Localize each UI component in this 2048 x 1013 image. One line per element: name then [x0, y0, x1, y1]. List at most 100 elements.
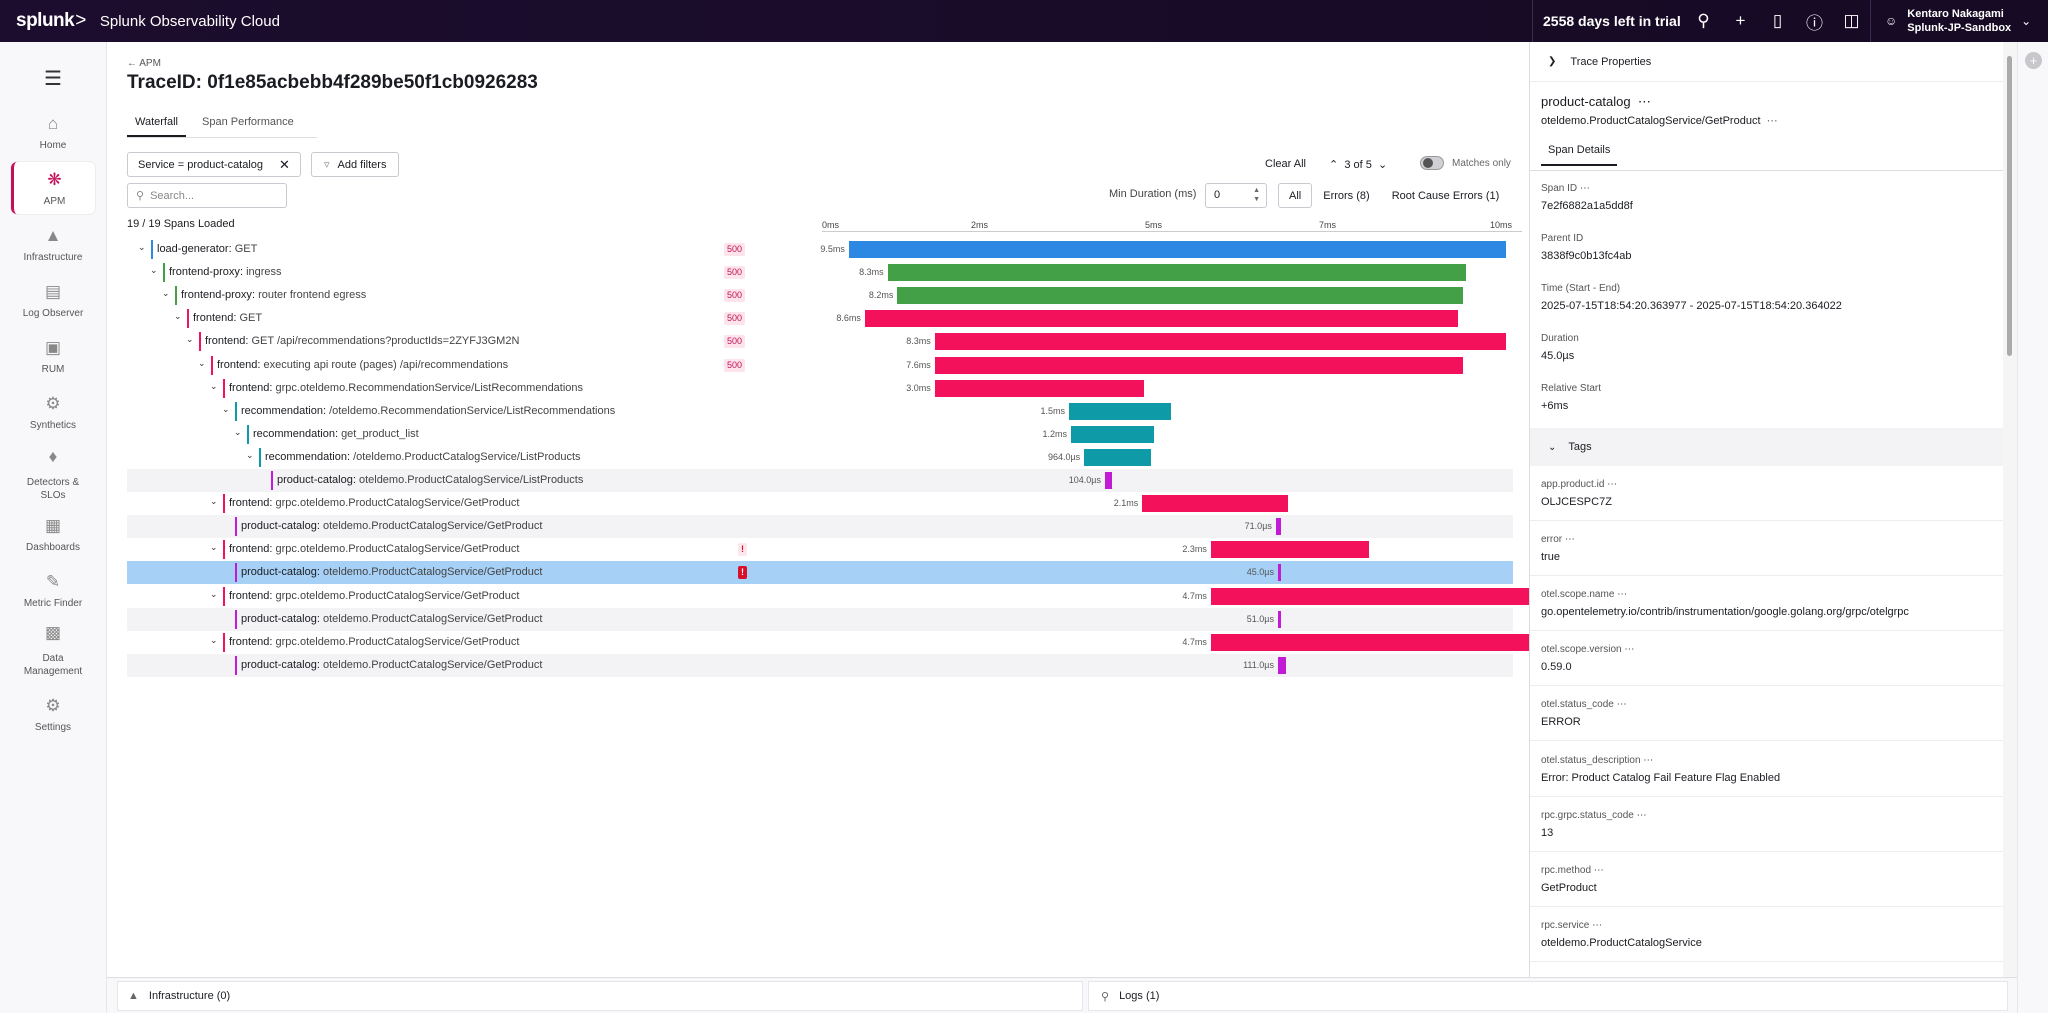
- span-bar[interactable]: [1210, 541, 1369, 558]
- more-icon[interactable]: ⋯: [1613, 699, 1627, 710]
- nav-log-observer[interactable]: ▤ Log Observer: [11, 278, 95, 326]
- segment-errors[interactable]: Errors (8): [1323, 189, 1370, 202]
- add-icon[interactable]: +: [2025, 52, 2042, 69]
- tab-waterfall[interactable]: Waterfall: [127, 110, 186, 137]
- span-bar[interactable]: [1068, 403, 1171, 420]
- chevron-down-icon[interactable]: ⌄: [222, 404, 230, 414]
- more-icon[interactable]: ⋯: [1637, 94, 1651, 109]
- chevron-down-icon[interactable]: ⌄: [174, 311, 182, 321]
- span-bar[interactable]: [864, 310, 1458, 327]
- chevron-down-icon[interactable]: ⌄: [246, 450, 254, 460]
- chevron-down-icon[interactable]: ⌄: [138, 242, 146, 252]
- logs-panel-button[interactable]: ⚲ Logs (1): [1088, 981, 2008, 1011]
- tab-span-performance[interactable]: Span Performance: [202, 116, 294, 128]
- splunk-logo[interactable]: splunk>: [16, 10, 86, 31]
- span-bar[interactable]: [934, 333, 1507, 350]
- span-row[interactable]: ⌄ frontend: GET 500 8.6ms: [127, 307, 1513, 330]
- scroll-thumb[interactable]: [2007, 56, 2012, 356]
- span-bar[interactable]: [1277, 564, 1282, 581]
- nav-infrastructure[interactable]: ▲ Infrastructure: [11, 222, 95, 270]
- match-navigator[interactable]: ⌃ 3 of 5 ⌄: [1329, 159, 1388, 171]
- span-bar[interactable]: [934, 380, 1145, 397]
- chevron-down-icon[interactable]: ⌄: [162, 288, 170, 298]
- span-bar[interactable]: [887, 264, 1467, 281]
- more-icon[interactable]: ⋯: [1614, 589, 1628, 600]
- chevron-down-icon[interactable]: ⌄: [210, 542, 218, 552]
- span-bar[interactable]: [848, 241, 1507, 258]
- panel-scrollbar[interactable]: [2003, 42, 2017, 977]
- chevron-up-icon[interactable]: ⌃: [1329, 159, 1339, 171]
- trace-properties-header[interactable]: ❯ Trace Properties: [1530, 42, 2003, 82]
- nav-settings[interactable]: ⚙ Settings: [11, 692, 95, 740]
- nav-home[interactable]: ⌂ Home: [11, 110, 95, 158]
- span-bar[interactable]: [1084, 449, 1151, 466]
- more-icon[interactable]: ⋯: [1577, 183, 1590, 194]
- more-icon[interactable]: ⋯: [1604, 479, 1618, 490]
- span-bar[interactable]: [1277, 611, 1282, 628]
- span-row[interactable]: product-catalog: oteldemo.ProductCatalog…: [127, 469, 1513, 492]
- chevron-down-icon[interactable]: ⌄: [210, 496, 218, 506]
- chevron-down-icon[interactable]: ⌄: [234, 427, 242, 437]
- filter-chip[interactable]: Service = product-catalog ✕: [127, 152, 301, 177]
- chevron-down-icon[interactable]: ⌄: [150, 265, 158, 275]
- nav-synthetics[interactable]: ⚙ Synthetics: [11, 390, 95, 438]
- plus-icon[interactable]: +: [1735, 11, 1746, 30]
- span-bar[interactable]: [1104, 472, 1112, 489]
- span-row[interactable]: ⌄ frontend: grpc.oteldemo.ProductCatalogS…: [127, 492, 1513, 515]
- span-bar[interactable]: [934, 357, 1463, 374]
- span-row[interactable]: ⌄ frontend: grpc.oteldemo.ProductCatalogS…: [127, 538, 1513, 561]
- nav-dashboards[interactable]: ▦ Dashboards: [11, 512, 95, 560]
- stepper-icon[interactable]: ▲ ▼: [1253, 187, 1260, 203]
- nav-rum[interactable]: ▣ RUM: [11, 334, 95, 382]
- infrastructure-panel-button[interactable]: ▲ Infrastructure (0): [117, 981, 1083, 1011]
- more-icon[interactable]: ⋯: [1766, 115, 1778, 127]
- search-input[interactable]: ⚲ Search...: [127, 183, 287, 208]
- span-row[interactable]: ⌄ frontend: grpc.oteldemo.RecommendationS…: [127, 377, 1513, 400]
- more-icon[interactable]: ⋯: [1589, 920, 1603, 931]
- clear-all-button[interactable]: Clear All: [1265, 158, 1306, 170]
- span-bar[interactable]: [1275, 518, 1281, 535]
- span-row[interactable]: ⌄ frontend: GET /api/recommendations?prod…: [127, 330, 1513, 353]
- chevron-down-icon[interactable]: ⌄: [198, 358, 206, 368]
- more-icon[interactable]: ⋯: [1591, 865, 1604, 876]
- span-bar[interactable]: [1210, 588, 1533, 605]
- chevron-down-icon[interactable]: ⌄: [1378, 159, 1388, 171]
- span-row[interactable]: ⌄ frontend-proxy: router frontend egress 5…: [127, 284, 1513, 307]
- span-row[interactable]: ⌄ load-generator: GET 500 9.5ms: [127, 238, 1513, 261]
- chevron-down-icon[interactable]: ⌄: [210, 635, 218, 645]
- menu-icon[interactable]: ☰: [44, 68, 62, 90]
- segment-all[interactable]: All: [1278, 183, 1313, 208]
- nav-metric-finder[interactable]: ✎ Metric Finder: [11, 568, 95, 616]
- trial-badge[interactable]: 2558 days left in trial: [1532, 0, 1691, 42]
- span-row[interactable]: product-catalog: oteldemo.ProductCatalog…: [127, 561, 1513, 584]
- bookmark-icon[interactable]: ▯: [1772, 11, 1783, 30]
- span-row[interactable]: ⌄ frontend: grpc.oteldemo.ProductCatalogS…: [127, 585, 1533, 608]
- span-row[interactable]: ⌄ frontend: executing api route (pages) /…: [127, 354, 1513, 377]
- span-row[interactable]: ⌄ recommendation: /oteldemo.Recommendatio…: [127, 400, 1513, 423]
- chevron-down-icon[interactable]: ⌄: [210, 589, 218, 599]
- close-icon[interactable]: ✕: [279, 156, 290, 172]
- more-icon[interactable]: ⋯: [1640, 755, 1654, 766]
- span-bar[interactable]: [897, 287, 1464, 304]
- span-row[interactable]: product-catalog: oteldemo.ProductCatalog…: [127, 654, 1513, 677]
- gift-icon[interactable]: ◫: [1843, 11, 1860, 30]
- span-bar[interactable]: [1142, 495, 1288, 512]
- more-icon[interactable]: ⋯: [1633, 810, 1647, 821]
- span-row[interactable]: ⌄ recommendation: get_product_list 1.2ms: [127, 423, 1513, 446]
- span-bar[interactable]: [1071, 426, 1155, 443]
- chevron-down-icon[interactable]: ⌄: [186, 334, 194, 344]
- user-menu[interactable]: ☺ Kentaro Nakagami Splunk-JP-Sandbox ⌄: [1870, 0, 2031, 42]
- nav-apm[interactable]: ❋ APM: [11, 162, 95, 214]
- add-filters-button[interactable]: ▿ Add filters: [311, 152, 400, 177]
- help-icon[interactable]: ⓘ: [1806, 13, 1823, 33]
- back-link[interactable]: ← APM: [127, 58, 161, 69]
- chevron-down-icon[interactable]: ⌄: [210, 381, 218, 391]
- nav-detectors[interactable]: ♦ Detectors & SLOs: [11, 446, 95, 502]
- span-row[interactable]: ⌄ recommendation: /oteldemo.ProductCatalo…: [127, 446, 1513, 469]
- span-row[interactable]: product-catalog: oteldemo.ProductCatalog…: [127, 515, 1513, 538]
- tab-span-details[interactable]: Span Details: [1541, 144, 1618, 166]
- tags-header[interactable]: ⌄ Tags: [1530, 428, 2003, 466]
- span-bar[interactable]: [1210, 634, 1533, 651]
- span-row[interactable]: ⌄ frontend: grpc.oteldemo.ProductCatalogS…: [127, 631, 1533, 654]
- more-icon[interactable]: ⋯: [1562, 534, 1575, 545]
